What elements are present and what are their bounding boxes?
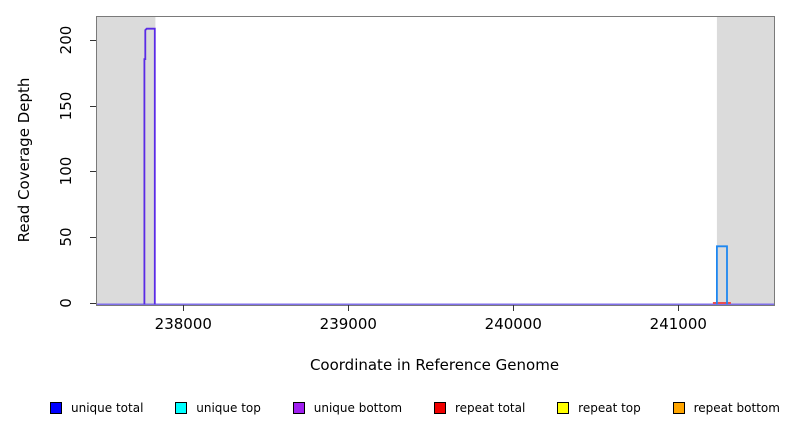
legend-label: repeat total	[454, 401, 526, 415]
x-tick-mark	[348, 305, 350, 311]
repeat-total-swatch-icon	[433, 402, 446, 414]
legend-label: repeat top	[578, 401, 641, 415]
x-tick-mark	[183, 305, 185, 311]
shaded-region-left-flank	[97, 17, 156, 305]
coverage-line-unique-top-spike	[716, 245, 728, 305]
legend: unique total unique top unique bottom re…	[50, 397, 780, 419]
plot-svg	[97, 17, 774, 305]
legend-item-repeat-total: repeat total	[433, 401, 526, 415]
repeat-bottom-swatch-icon	[672, 402, 685, 414]
y-axis-title: Read Coverage Depth	[15, 77, 33, 243]
x-tick-label: 241000	[649, 315, 707, 333]
unique-total-swatch-icon	[50, 402, 62, 414]
plot-area	[96, 16, 775, 306]
y-tick-mark	[90, 171, 96, 173]
legend-item-repeat-top: repeat top	[557, 401, 641, 415]
y-tick-mark	[90, 105, 96, 107]
repeat-top-swatch-icon	[557, 402, 570, 414]
y-tick-label: 0	[57, 298, 75, 309]
x-tick-mark	[513, 305, 515, 311]
x-tick-mark	[678, 305, 680, 311]
legend-item-unique-total: unique total	[50, 401, 143, 415]
legend-label: repeat bottom	[693, 401, 780, 415]
y-tick-label: 150	[57, 91, 75, 120]
y-tick-label: 50	[57, 227, 75, 247]
coverage-line-unique-bottom-spike	[143, 27, 156, 305]
y-tick-mark	[90, 237, 96, 239]
legend-label: unique bottom	[313, 401, 403, 415]
y-tick-mark	[90, 39, 96, 41]
x-axis-title: Coordinate in Reference Genome	[309, 356, 560, 374]
y-tick-label: 200	[57, 25, 75, 54]
legend-label: unique top	[196, 401, 261, 415]
x-tick-label: 240000	[484, 315, 542, 333]
y-tick-label: 100	[57, 157, 75, 186]
legend-item-unique-bottom: unique bottom	[292, 401, 403, 415]
unique-top-swatch-icon	[175, 402, 188, 414]
legend-item-unique-top: unique top	[175, 401, 261, 415]
unique-bottom-swatch-icon	[292, 402, 305, 414]
legend-item-repeat-bottom: repeat bottom	[672, 401, 780, 415]
shaded-region-right-flank	[716, 17, 774, 305]
legend-label: unique total	[71, 401, 144, 415]
y-tick-mark	[90, 303, 96, 305]
x-tick-label: 239000	[319, 315, 377, 333]
x-tick-label: 238000	[154, 315, 212, 333]
